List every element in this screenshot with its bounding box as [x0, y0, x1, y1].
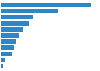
Bar	[1, 52, 12, 56]
Bar	[1, 21, 29, 26]
Bar	[1, 64, 3, 68]
Bar	[1, 45, 14, 50]
Bar	[1, 27, 23, 32]
Bar	[1, 39, 16, 44]
Bar	[1, 3, 91, 7]
Bar	[1, 9, 58, 13]
Bar	[1, 58, 5, 62]
Bar	[1, 15, 33, 19]
Bar	[1, 33, 19, 38]
